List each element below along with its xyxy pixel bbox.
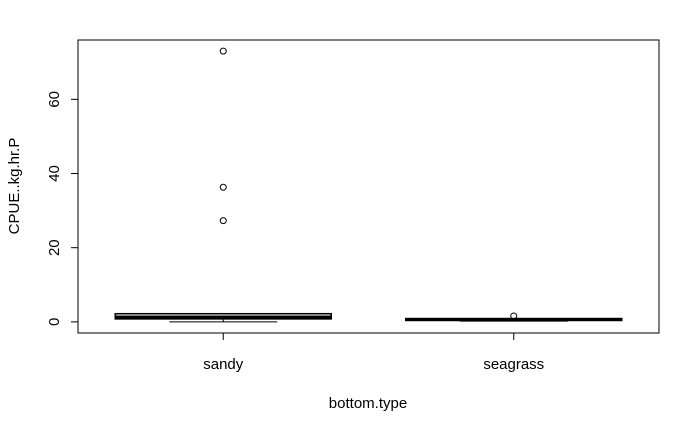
boxes: [114, 47, 623, 323]
x-axis: sandy seagrass: [203, 332, 544, 373]
outlier-point: [219, 217, 227, 225]
x-tick-label: seagrass: [483, 356, 544, 373]
x-tick-label: sandy: [203, 356, 244, 373]
y-tick-label: 20: [46, 239, 63, 256]
y-tick-label: 0: [46, 318, 63, 326]
outlier-point: [219, 47, 227, 55]
x-axis-label: bottom.type: [329, 395, 407, 412]
y-tick-label: 60: [46, 91, 63, 108]
box-sandy: [114, 47, 332, 323]
box-seagrass: [405, 312, 623, 322]
plot-frame: [77, 39, 660, 334]
y-tick-label: 40: [46, 165, 63, 182]
outlier-point: [219, 183, 227, 191]
y-axis: 0 20 40 60: [46, 91, 79, 326]
y-axis-label: CPUE..kg.hr.P: [6, 138, 23, 235]
outlier-point: [510, 312, 518, 320]
